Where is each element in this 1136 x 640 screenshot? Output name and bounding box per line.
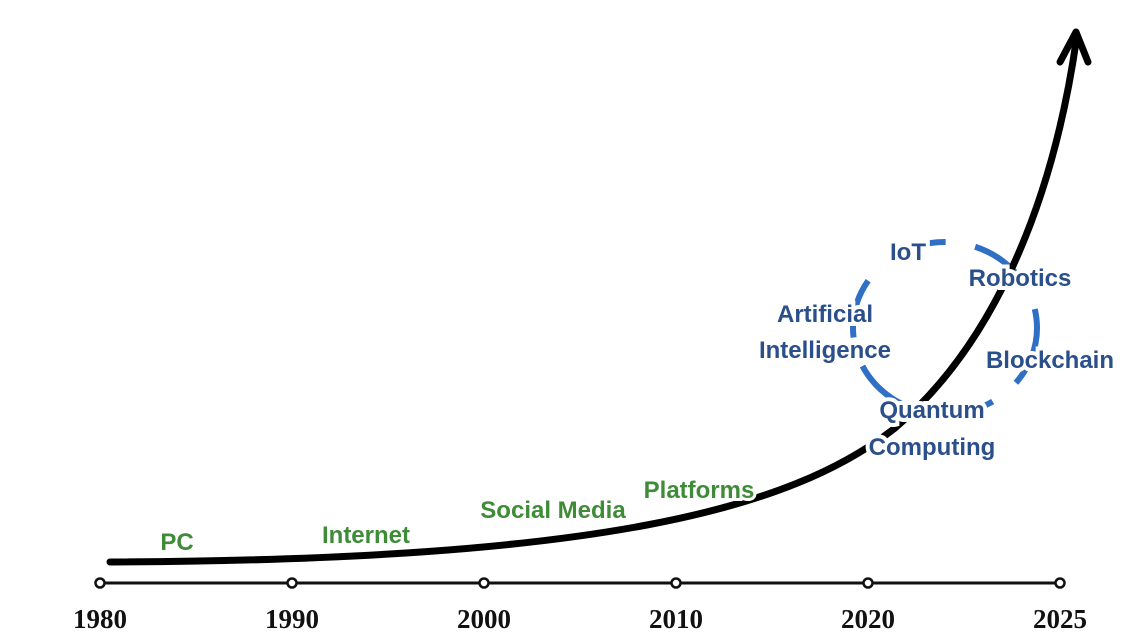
tick [286, 577, 298, 589]
year-label: 2010 [649, 604, 703, 634]
tick [1054, 577, 1066, 589]
tech-label: Intelligence [759, 337, 891, 364]
tech-label: Blockchain [986, 347, 1114, 374]
tick [478, 577, 490, 589]
tick [94, 577, 106, 589]
axis-ticks [94, 577, 1066, 589]
tick [670, 577, 682, 589]
arrow-head [1056, 28, 1092, 66]
year-label: 2025 [1033, 604, 1087, 634]
tech-label: Computing [869, 434, 996, 461]
year-label: 2020 [841, 604, 895, 634]
year-label: 1980 [73, 604, 127, 634]
tech-label: Quantum [879, 397, 984, 424]
milestone-label: Internet [322, 522, 410, 549]
year-label: 2000 [457, 604, 511, 634]
tick [862, 577, 874, 589]
milestone-label: Platforms [644, 477, 755, 504]
milestone-label: PC [160, 529, 193, 556]
emerging-circle [850, 239, 1040, 417]
growth-curve [106, 38, 1080, 566]
tech-label: Artificial [777, 301, 873, 328]
tech-label: IoT [890, 239, 926, 266]
milestone-label: Social Media [480, 497, 626, 524]
tech-label: Robotics [969, 265, 1072, 292]
year-label: 1990 [265, 604, 319, 634]
